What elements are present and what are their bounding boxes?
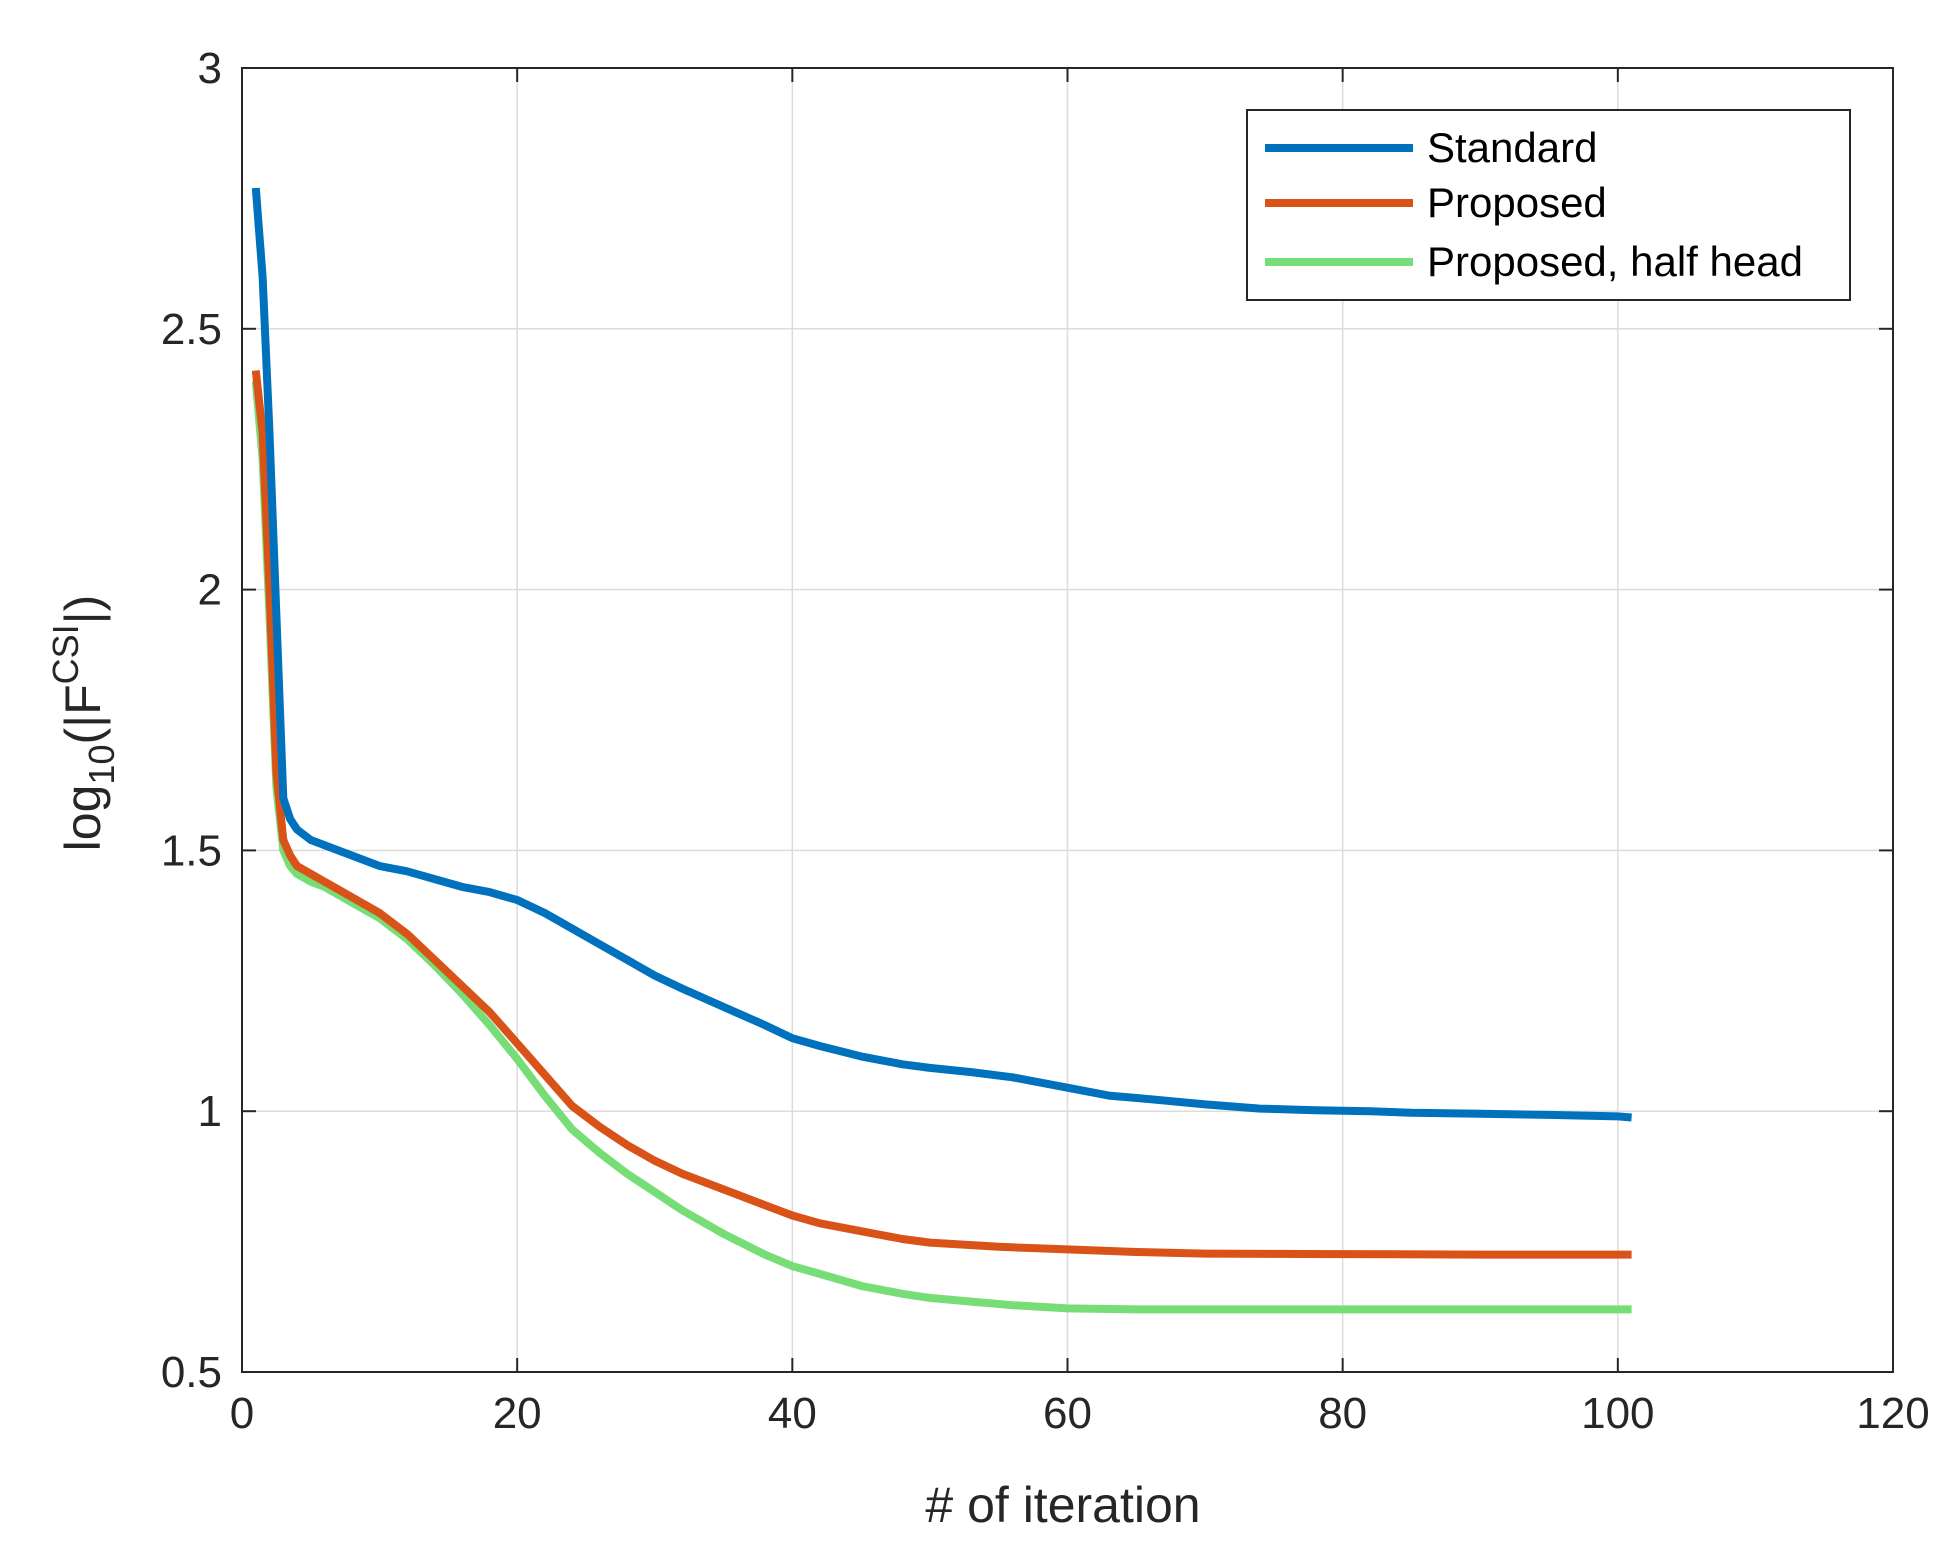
x-tick-label: 80 bbox=[1318, 1389, 1367, 1438]
y-tick-label: 1 bbox=[198, 1087, 222, 1136]
x-tick-label: 100 bbox=[1581, 1389, 1654, 1438]
series-lines bbox=[251, 187, 1632, 1314]
x-tick-label: 120 bbox=[1856, 1389, 1929, 1438]
y-axis-label-open: (|F bbox=[55, 684, 111, 744]
y-tick-label: 2.5 bbox=[161, 305, 222, 354]
x-axis-label: # of iteration bbox=[925, 1477, 1200, 1533]
legend-label-proposed-half-head: Proposed, half head bbox=[1427, 238, 1803, 285]
tick-marks bbox=[241, 67, 1894, 1373]
x-tick-labels: 0 20 40 60 80 100 120 bbox=[230, 1389, 1930, 1438]
legend-label-proposed: Proposed bbox=[1427, 179, 1607, 226]
x-tick-label: 40 bbox=[768, 1389, 817, 1438]
legend: Standard Proposed Proposed, half head bbox=[1246, 109, 1851, 301]
y-axis-label-subscript: 10 bbox=[81, 745, 122, 785]
x-tick-label: 20 bbox=[493, 1389, 542, 1438]
legend-label-standard: Standard bbox=[1427, 124, 1597, 171]
series-line-proposed-half-head bbox=[251, 380, 1632, 1314]
y-tick-label: 0.5 bbox=[161, 1348, 222, 1397]
series-line-proposed bbox=[251, 370, 1632, 1259]
y-axis-label-superscript: CSI bbox=[45, 624, 86, 684]
y-tick-labels: 0.5 1 1.5 2 2.5 3 bbox=[161, 44, 222, 1397]
y-tick-label: 3 bbox=[198, 44, 222, 93]
y-tick-label: 1.5 bbox=[161, 826, 222, 875]
y-axis-label-prefix: log bbox=[55, 785, 111, 852]
y-axis-label-close: |) bbox=[55, 595, 111, 625]
series-line-standard bbox=[251, 187, 1632, 1122]
y-axis-label: log10(|FCSI|) bbox=[45, 595, 122, 852]
x-tick-label: 0 bbox=[230, 1389, 254, 1438]
y-tick-label: 2 bbox=[198, 566, 222, 615]
x-tick-label: 60 bbox=[1043, 1389, 1092, 1438]
